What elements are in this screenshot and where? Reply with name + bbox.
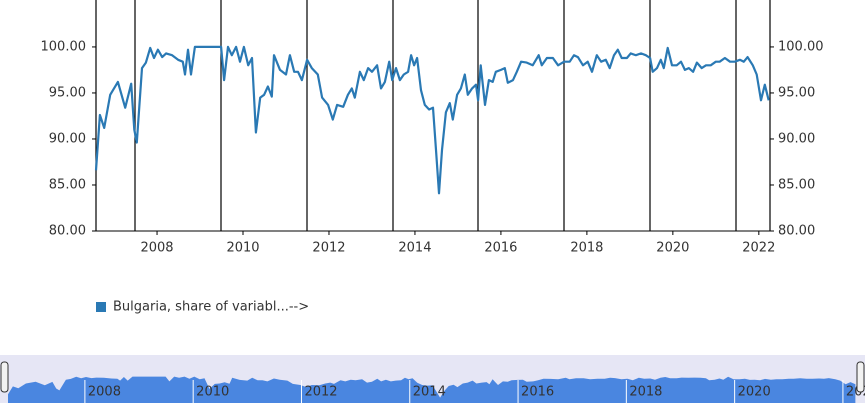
y2-tick-label: 80.00 <box>778 224 815 239</box>
x-tick-label: 2008 <box>140 241 173 256</box>
series-line <box>94 45 770 195</box>
x-tick-label: 2018 <box>570 241 603 256</box>
y-tick-label: 95.00 <box>49 85 86 100</box>
y-tick-label: 80.00 <box>49 224 86 239</box>
navigator-label: 2020 <box>738 385 771 400</box>
y2-tick-label: 85.00 <box>778 177 815 192</box>
x-tick-label: 2010 <box>226 241 259 256</box>
navigator-area <box>8 376 856 403</box>
x-tick-label: 2016 <box>484 241 517 256</box>
x-tick-label: 2022 <box>742 241 775 256</box>
y-tick-label: 100.00 <box>41 39 87 54</box>
navigator-label: 2018 <box>629 385 662 400</box>
navigator-label: 2010 <box>196 385 229 400</box>
legend-label[interactable]: Bulgaria, share of variabl...--> <box>113 300 309 315</box>
navigator-handle-right[interactable] <box>856 361 865 393</box>
y-tick-label: 85.00 <box>49 177 86 192</box>
y2-tick-label: 90.00 <box>778 131 815 146</box>
legend-swatch[interactable] <box>96 302 106 312</box>
x-tick-label: 2020 <box>656 241 689 256</box>
navigator-label: 2016 <box>521 385 554 400</box>
x-tick-label: 2014 <box>398 241 431 256</box>
navigator-handle-left[interactable] <box>0 361 9 393</box>
separators <box>95 0 771 232</box>
navigator-label: 2008 <box>88 385 121 400</box>
y2-tick-label: 95.00 <box>778 85 815 100</box>
navigator-label: 2014 <box>413 385 446 400</box>
x-tick-label: 2012 <box>312 241 345 256</box>
y-tick-label: 90.00 <box>49 131 86 146</box>
navigator-label: 2012 <box>304 385 337 400</box>
y2-tick-label: 100.00 <box>778 39 824 54</box>
